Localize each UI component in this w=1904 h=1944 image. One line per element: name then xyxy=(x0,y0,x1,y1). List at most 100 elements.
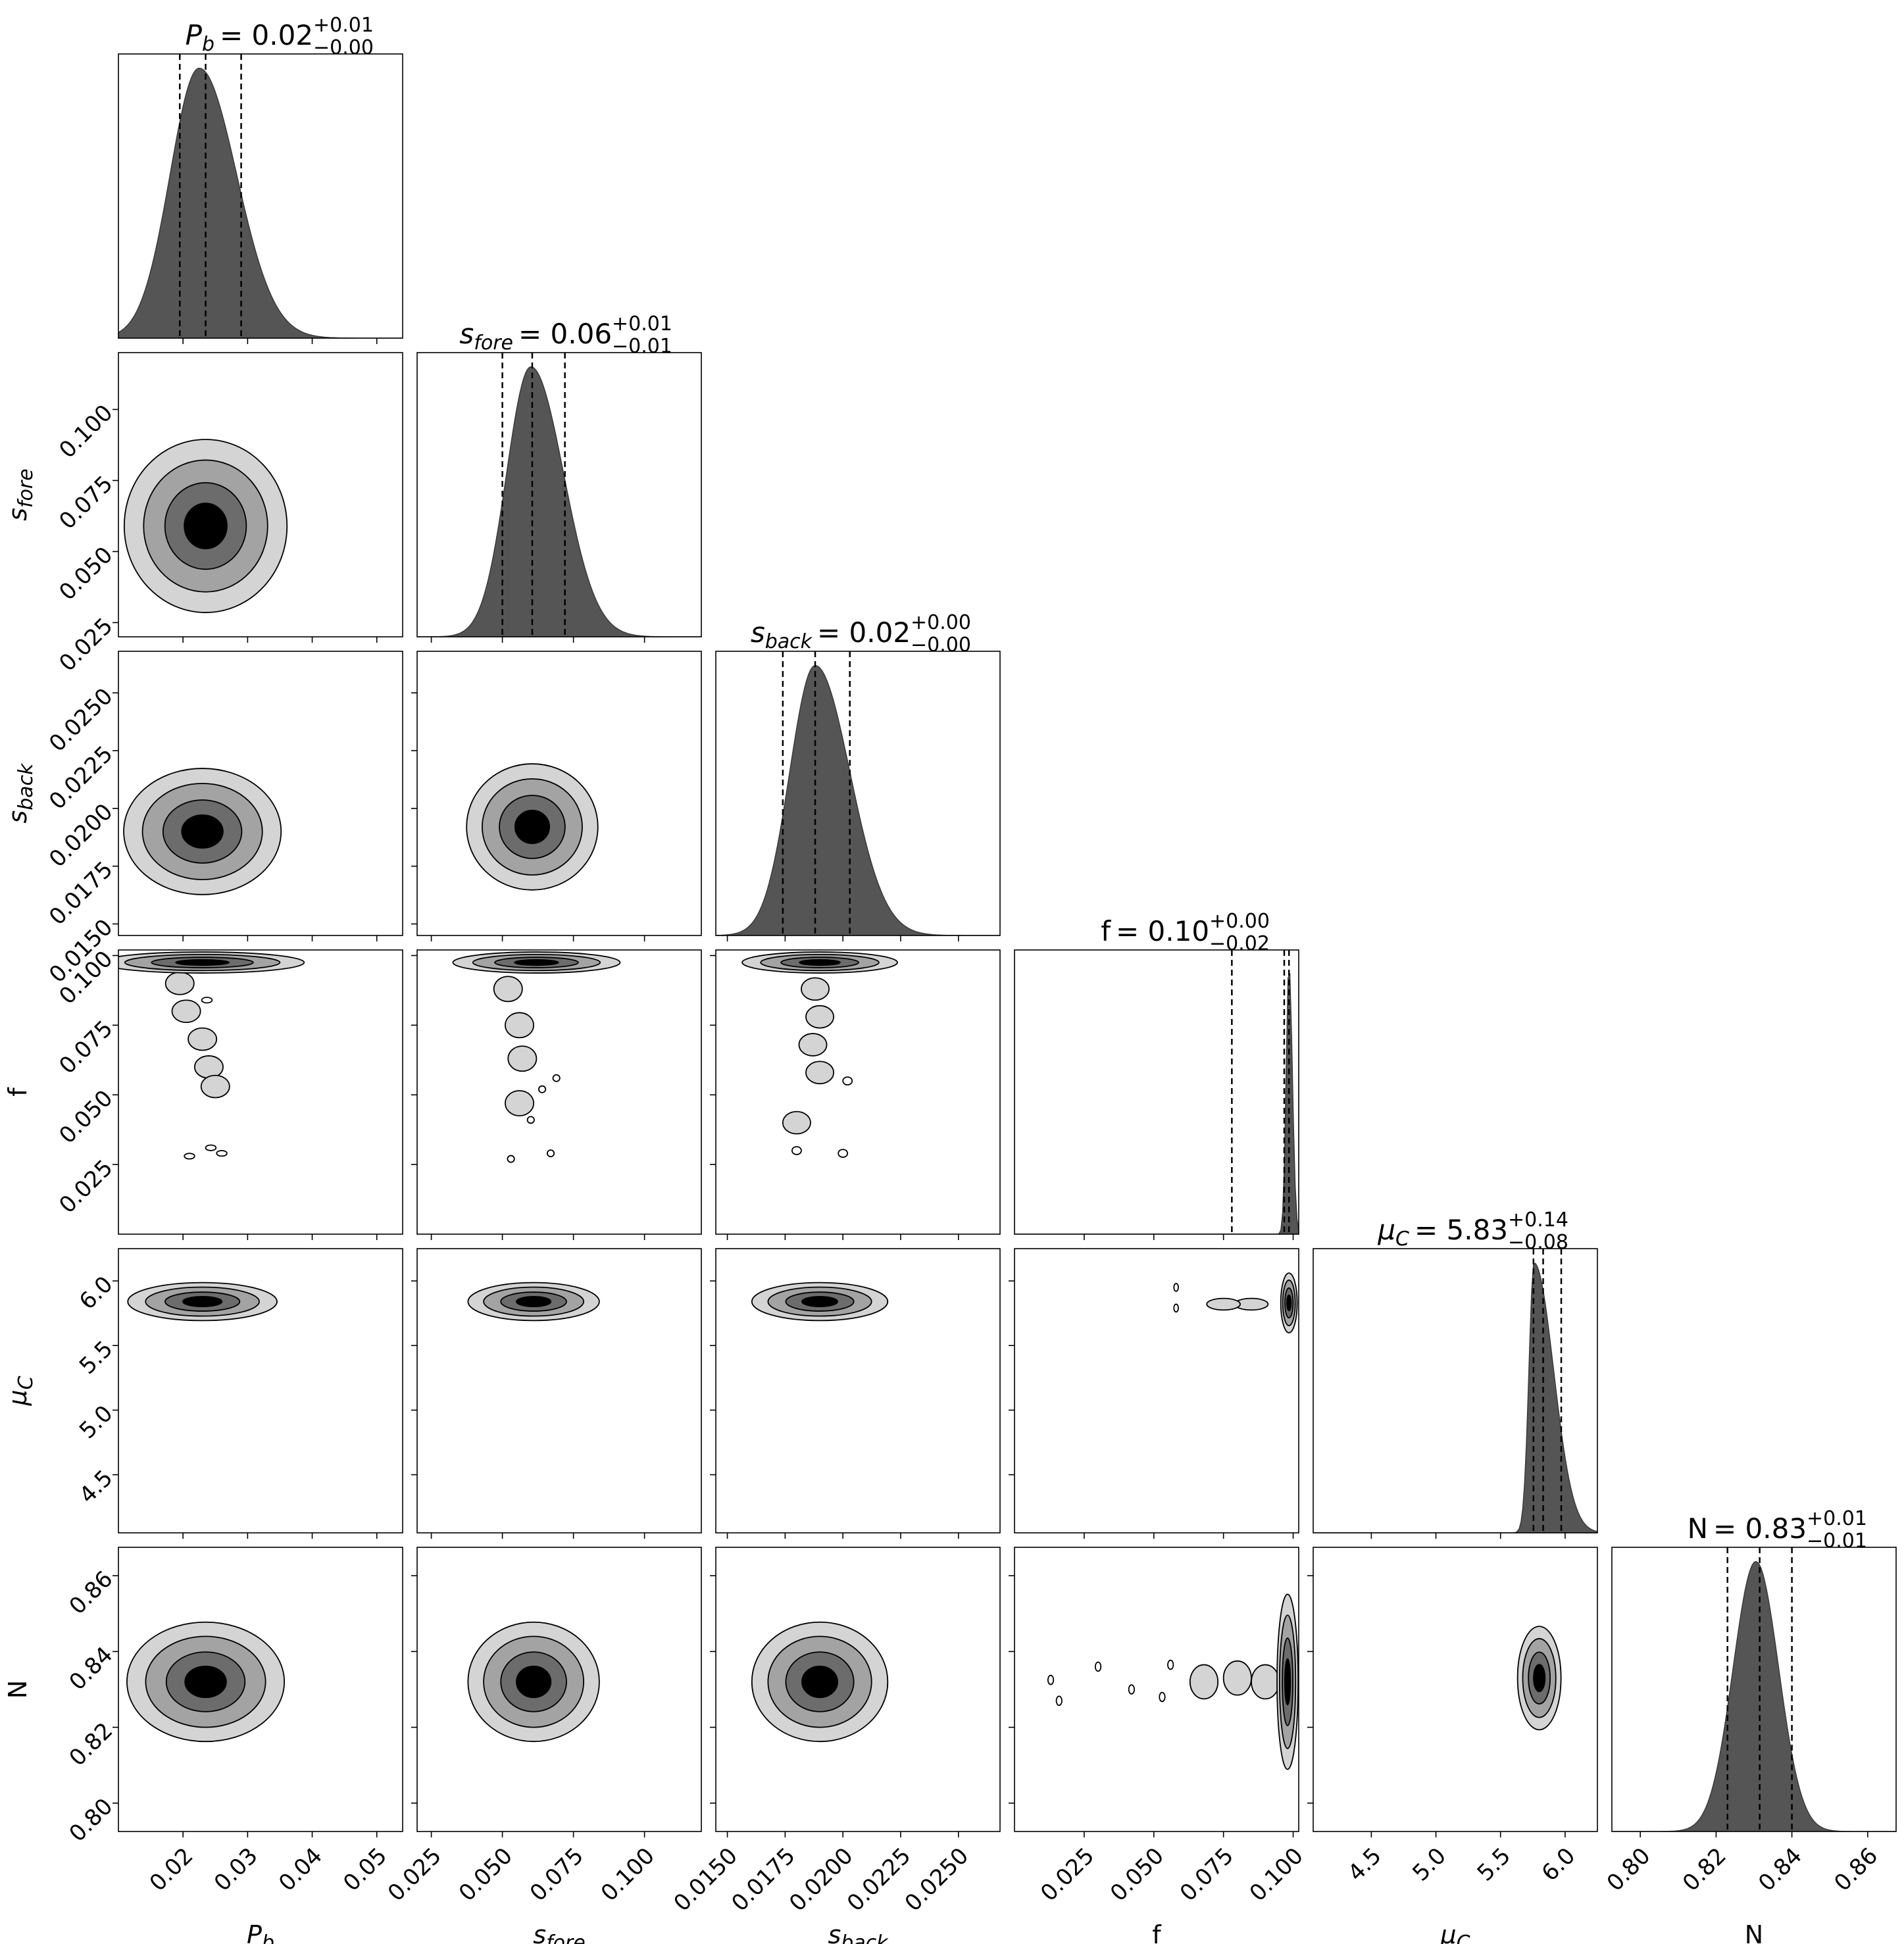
x-tick-label: 5.5 xyxy=(1472,1843,1516,1887)
panel-sback-vs-sback: sback = 0.02 +0.00−0.00 xyxy=(715,611,1001,941)
contour-tail xyxy=(1222,1660,1252,1696)
svg-text:+0.00: +0.00 xyxy=(911,611,971,634)
y-tick-label: 0.80 xyxy=(64,1793,118,1847)
contour-level-3 xyxy=(181,814,224,849)
panel-N-vs-Pb: 0.02 0.03 0.04 0.050.800.820.840.86 xyxy=(64,1547,403,1897)
panel-muC-vs-sback xyxy=(710,1248,1001,1539)
panel-frame xyxy=(118,352,403,637)
x-axis-label-N: N xyxy=(1745,1920,1763,1944)
marginal-histogram xyxy=(716,664,1000,935)
contour-level-3 xyxy=(799,959,841,966)
y-axis-label-N: N xyxy=(3,1680,32,1699)
panel-N-vs-N: N = 0.83 +0.01−0.01 0.80 0.82 0.84 0.86 xyxy=(1602,1507,1897,1897)
y-axis-label-muC: μC xyxy=(3,1376,38,1406)
y-axis-label-sfore: sfore xyxy=(3,468,38,521)
x-tick-label: 0.100 xyxy=(596,1843,660,1907)
svg-text:= 0.10: = 0.10 xyxy=(1116,915,1209,947)
x-tick-label: 0.025 xyxy=(383,1843,447,1907)
x-tick-label: 0.025 xyxy=(1036,1843,1099,1907)
contour-island xyxy=(1128,1684,1136,1695)
panel-frame xyxy=(1014,1547,1299,1832)
contour-island xyxy=(1094,1661,1102,1672)
panel-sfore-vs-Pb: 0.025 0.050 0.075 0.100 xyxy=(54,352,403,677)
contour-tail xyxy=(193,1055,224,1079)
contour-level-3 xyxy=(514,959,559,966)
x-tick-label: 0.02 xyxy=(145,1843,199,1897)
contour-level-3 xyxy=(184,1665,227,1699)
panel-frame xyxy=(1014,949,1299,1235)
panel-muC-vs-muC: μC = 5.83 +0.14−0.08 xyxy=(1313,1209,1598,1539)
svg-text:N: N xyxy=(1688,1512,1708,1545)
title-Pb: Pb = 0.02 +0.01−0.00 xyxy=(186,14,374,59)
panel-frame xyxy=(416,651,702,936)
contour-island xyxy=(1055,1695,1063,1707)
panel-frame xyxy=(118,1248,403,1533)
x-tick-label: 0.050 xyxy=(454,1843,518,1907)
y-tick-label: 0.0225 xyxy=(44,741,118,814)
y-tick-label: 0.84 xyxy=(64,1642,118,1696)
panel-f-vs-f: f = 0.10 +0.00−0.02 xyxy=(1014,910,1299,1240)
title-sfore: sfore = 0.06 +0.01−0.01 xyxy=(459,312,672,358)
y-tick-label: 5.0 xyxy=(74,1401,118,1445)
x-axis-label-Pb: Pb xyxy=(247,1920,274,1944)
title-N: N = 0.83 +0.01−0.01 xyxy=(1688,1507,1867,1553)
panel-frame xyxy=(715,1248,1001,1533)
x-tick-label: 0.82 xyxy=(1678,1843,1732,1897)
svg-text:= 0.02: = 0.02 xyxy=(220,19,313,51)
panel-frame xyxy=(118,949,403,1235)
contour-island xyxy=(552,1074,561,1082)
y-tick-label: 4.5 xyxy=(74,1465,118,1509)
x-axis-label-sfore: sfore xyxy=(533,1920,586,1944)
panel-frame xyxy=(118,651,403,936)
panel-frame xyxy=(715,949,1001,1235)
panel-frame xyxy=(715,651,1001,936)
svg-text:f: f xyxy=(1101,915,1111,947)
panel-frame xyxy=(416,352,702,637)
contour-island xyxy=(184,1153,195,1160)
contour-tail xyxy=(493,976,523,1003)
panel-f-vs-sfore xyxy=(411,949,702,1240)
contour-island xyxy=(205,1144,217,1151)
contour-tail xyxy=(164,971,195,995)
contour-tail xyxy=(505,1012,535,1039)
svg-text:sback: sback xyxy=(828,1920,889,1944)
panel-muC-vs-f xyxy=(1009,1248,1299,1539)
panel-frame xyxy=(416,949,702,1235)
marginal-histogram xyxy=(1313,1262,1597,1533)
contour-tail xyxy=(507,1045,538,1072)
panel-frame xyxy=(118,53,403,339)
contour-tail xyxy=(200,1074,230,1099)
x-tick-label: 6.0 xyxy=(1537,1843,1581,1887)
y-tick-label: 0.050 xyxy=(54,1085,118,1149)
contour-tail xyxy=(1189,1664,1219,1700)
contour-tail xyxy=(805,1005,835,1029)
x-tick-label: 4.5 xyxy=(1343,1843,1387,1887)
contour-island xyxy=(1173,1303,1179,1313)
contour-tail xyxy=(188,1027,218,1051)
x-tick-label: 0.050 xyxy=(1105,1843,1169,1907)
y-tick-label: 0.0250 xyxy=(44,683,118,757)
panel-sback-vs-sfore xyxy=(411,651,702,941)
y-tick-label: 0.075 xyxy=(54,1016,118,1080)
y-tick-label: 0.82 xyxy=(64,1718,118,1772)
svg-text:N: N xyxy=(1745,1920,1763,1944)
marginal-histogram xyxy=(417,366,701,637)
svg-text:Pb: Pb xyxy=(247,1920,274,1944)
svg-text:sback: sback xyxy=(751,616,813,653)
x-tick-label: 0.100 xyxy=(1245,1843,1309,1907)
y-tick-label: 0.86 xyxy=(64,1566,118,1620)
panel-N-vs-f: 0.025 0.050 0.075 0.100 xyxy=(1009,1547,1309,1907)
panel-Pb-vs-Pb: Pb = 0.02 +0.01−0.00 xyxy=(118,14,403,344)
svg-text:= 0.06: = 0.06 xyxy=(518,318,612,350)
contour-level-3 xyxy=(1286,1294,1292,1312)
contour-tail xyxy=(1251,1664,1280,1700)
title-f: f = 0.10 +0.00−0.02 xyxy=(1101,910,1270,955)
contour-tail xyxy=(782,1110,811,1135)
svg-text:sfore: sfore xyxy=(533,1920,586,1944)
svg-text:= 0.83: = 0.83 xyxy=(1713,1512,1807,1545)
contour-tail xyxy=(798,1033,828,1057)
panel-frame xyxy=(416,1547,702,1832)
x-tick-label: 0.075 xyxy=(525,1843,589,1907)
